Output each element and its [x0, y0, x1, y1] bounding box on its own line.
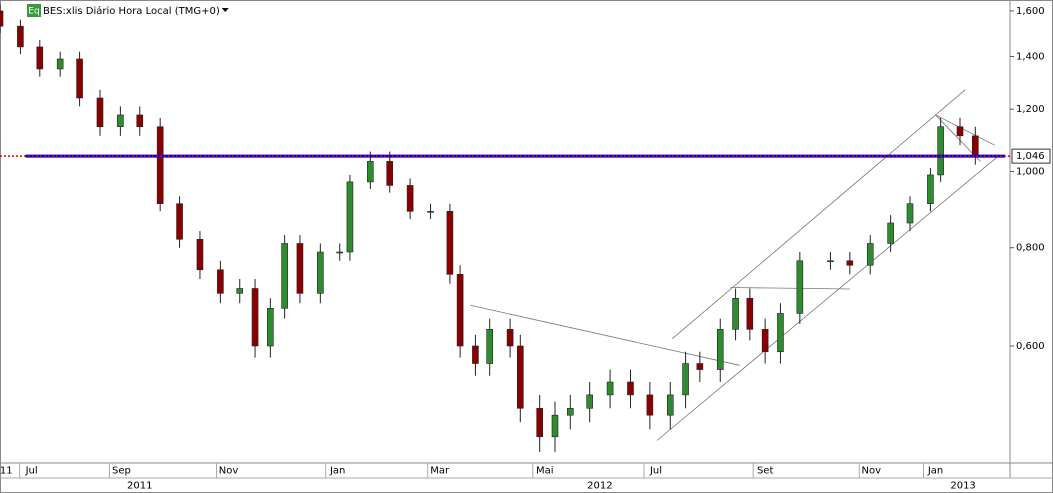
y-tick-label: 1,200 — [1016, 104, 1045, 115]
dropdown-arrow[interactable] — [221, 8, 229, 12]
trendline — [730, 287, 850, 290]
x-tick-label: Jul — [25, 466, 38, 477]
candle-body — [606, 381, 614, 396]
chart-title[interactable]: BES:xlis Diário Hora Local (TMG+0) — [43, 5, 220, 17]
candle-body — [716, 329, 724, 370]
year-label: 2013 — [950, 481, 975, 492]
candle-body — [281, 243, 288, 309]
x-tick-label: 011 — [0, 466, 13, 477]
trendline — [656, 154, 1001, 441]
candle-body — [927, 174, 934, 205]
candle-body — [566, 407, 574, 416]
candle-body — [217, 269, 224, 294]
x-tick-label: Nov — [861, 466, 881, 477]
candle-body — [56, 58, 64, 70]
trendline — [935, 114, 995, 146]
candle-body — [761, 329, 769, 353]
candle-body — [427, 210, 434, 213]
candle-body — [551, 414, 559, 438]
candle-body — [367, 161, 374, 183]
candle-body — [196, 238, 204, 271]
x-tick-label: Nov — [219, 466, 239, 477]
candle-body — [696, 363, 704, 370]
x-tick-label: Sep — [112, 466, 131, 477]
candle-body — [336, 251, 344, 254]
candle-body — [76, 58, 83, 99]
y-tick-label: 0,800 — [1016, 243, 1045, 254]
year-label: 2011 — [127, 481, 152, 492]
candle-body — [0, 10, 4, 27]
trendline — [470, 304, 740, 366]
y-tick-label: 1,000 — [1016, 166, 1045, 177]
candle-body — [682, 363, 689, 396]
x-tick-label: Mai — [536, 466, 554, 477]
x-tick-label: Mar — [430, 466, 450, 477]
candle-body — [296, 243, 304, 294]
candle-body — [517, 345, 524, 409]
x-tick-label: Set — [757, 466, 774, 477]
candle-body — [486, 329, 493, 364]
candle-body — [236, 288, 244, 294]
candle-body — [732, 297, 739, 330]
candle-body — [17, 25, 24, 48]
y-tick-label: 1,400 — [1016, 52, 1045, 63]
last-price-label: 1,046 — [1016, 151, 1045, 162]
candle-body — [796, 260, 804, 314]
candle-body — [586, 394, 593, 409]
candle-body — [777, 313, 784, 353]
x-tick-label: Jul — [649, 466, 662, 477]
x-tick-label: Jan — [329, 466, 345, 477]
candle-body — [117, 114, 124, 128]
candle-body — [36, 46, 44, 70]
candle-body — [906, 203, 914, 224]
candle-body — [506, 329, 514, 347]
candle-body — [251, 288, 259, 347]
candle-body — [267, 308, 274, 347]
candle-body — [156, 126, 164, 205]
candle-body — [666, 394, 674, 416]
candle-body — [456, 274, 464, 347]
badge[interactable] — [27, 4, 41, 17]
candle-body — [627, 381, 634, 396]
candle-body — [472, 345, 479, 364]
candle-body — [887, 222, 894, 244]
candle-body — [846, 260, 854, 266]
candle-body — [406, 185, 414, 212]
y-tick-label: 0,600 — [1016, 341, 1045, 352]
y-tick-label: 1,600 — [1016, 6, 1045, 17]
candle-body — [317, 251, 324, 294]
last-price-box — [1011, 148, 1051, 164]
trendline — [672, 89, 966, 339]
badge-text[interactable]: Eq — [28, 7, 39, 17]
candle-body — [346, 181, 354, 253]
candle-body — [176, 203, 183, 240]
candle-body — [937, 126, 944, 176]
candle-body — [446, 210, 454, 275]
candle-body — [827, 260, 834, 263]
candle-body — [866, 243, 874, 266]
candle-body — [646, 394, 654, 416]
candle-body — [956, 126, 964, 137]
candle-body — [96, 97, 104, 128]
candle-body — [972, 135, 979, 156]
candle-body — [746, 297, 754, 330]
candle-body — [136, 114, 144, 128]
candle-body — [536, 407, 543, 438]
x-tick-label: Jan — [927, 466, 943, 477]
candle-body — [386, 161, 394, 186]
year-label: 2012 — [587, 481, 612, 492]
